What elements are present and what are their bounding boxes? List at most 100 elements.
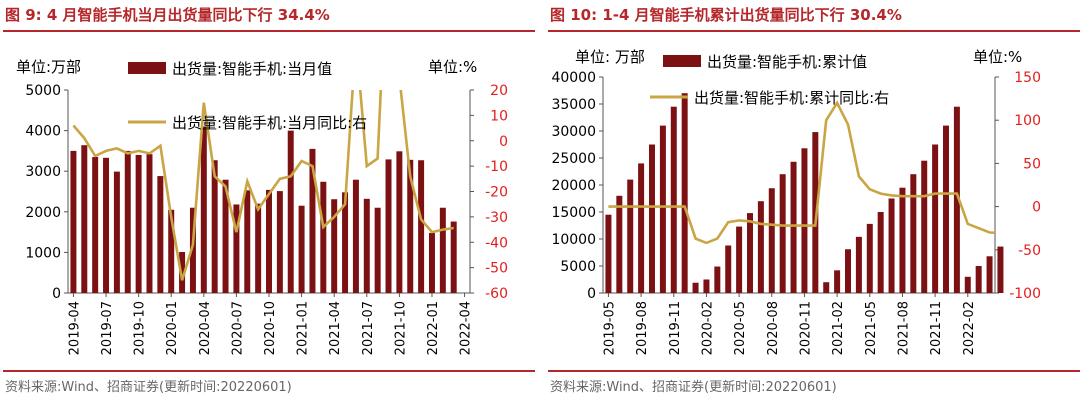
x-tick-label: 2021-02 xyxy=(831,301,846,355)
source-divider xyxy=(3,370,535,372)
legend-bar-swatch xyxy=(128,62,166,74)
bar xyxy=(997,246,1004,293)
bar xyxy=(616,195,623,293)
bar xyxy=(179,251,186,293)
chart-panel-monthly: 图 9: 4 月智能手机当月出货量同比下行 34.4% 0 1000 2000 300… xyxy=(0,0,535,403)
left-tick-label: 4000 xyxy=(25,124,61,140)
right-tick-label: 0 xyxy=(499,134,508,150)
x-tick-label: 2020-10 xyxy=(263,301,278,355)
bar xyxy=(605,214,612,293)
bar xyxy=(298,205,305,293)
bar xyxy=(189,207,196,293)
title-divider xyxy=(548,30,1080,32)
left-tick-label: 5000 xyxy=(25,83,61,99)
bar xyxy=(866,223,873,293)
bar xyxy=(747,213,753,293)
right-tick-label: -50 xyxy=(1018,243,1041,259)
right-tick-label: -60 xyxy=(485,286,508,302)
bar xyxy=(692,282,699,293)
bar xyxy=(834,270,841,293)
bar xyxy=(855,236,862,293)
right-unit-label: 单位:% xyxy=(973,48,1022,66)
source-divider xyxy=(548,370,1080,372)
right-tick-label: -30 xyxy=(485,210,508,226)
bar xyxy=(801,148,808,293)
x-tick-label: 2020-02 xyxy=(700,301,715,355)
chart-title: 图 10: 1-4 月智能手机累计出货量同比下行 30.4% xyxy=(550,6,902,24)
bar xyxy=(428,232,435,293)
bar xyxy=(703,279,710,293)
x-tick-label: 2020-08 xyxy=(766,301,781,355)
right-tick-label: -20 xyxy=(485,185,508,201)
legend-line-label: 出货量:智能手机:当月同比:右 xyxy=(172,114,367,132)
x-tick-label: 2019-05 xyxy=(602,301,617,355)
bar xyxy=(320,181,327,293)
source-note: 资料来源:Wind、招商证券(更新时间:20220601) xyxy=(5,380,292,395)
left-tick-label: 30000 xyxy=(551,124,596,140)
monthly-shipments-chart: 0 1000 2000 3000 4000 5000 20 10 0 -10 -20 -30 -40 -5… xyxy=(16,58,508,355)
x-tick-label: 2019-07 xyxy=(100,301,115,355)
bar xyxy=(757,201,764,293)
bar xyxy=(363,198,370,293)
bar xyxy=(638,163,645,293)
bar xyxy=(450,221,457,293)
bar xyxy=(779,174,786,293)
bar xyxy=(725,245,732,293)
bar xyxy=(146,154,153,293)
bar xyxy=(649,144,655,293)
left-tick-label: 15000 xyxy=(551,205,596,221)
bar xyxy=(81,145,88,293)
bar xyxy=(823,282,830,293)
x-tick-label: 2021-08 xyxy=(896,301,911,355)
bar xyxy=(418,160,425,293)
x-tick-label: 2021-04 xyxy=(328,301,343,355)
yoy-line xyxy=(72,90,454,281)
bar xyxy=(396,151,403,293)
x-tick-label: 2020-07 xyxy=(230,301,245,355)
bar xyxy=(103,157,110,293)
x-tick-label: 2020-01 xyxy=(165,301,180,355)
left-tick-label: 25000 xyxy=(551,151,596,167)
right-tick-label: -100 xyxy=(1009,286,1041,302)
title-divider xyxy=(3,30,535,32)
bar xyxy=(352,179,359,293)
bar xyxy=(113,171,120,293)
x-tick-label: 2019-08 xyxy=(635,301,650,355)
bar xyxy=(157,176,164,293)
bar xyxy=(670,106,677,293)
bar xyxy=(124,150,131,293)
bar xyxy=(342,192,349,293)
x-tick-label: 2019-04 xyxy=(67,301,82,355)
bar xyxy=(70,150,77,293)
left-tick-label: 40000 xyxy=(551,70,596,86)
x-tick-label: 2019-10 xyxy=(133,301,148,355)
bar xyxy=(921,160,928,293)
bar xyxy=(244,190,251,293)
bar xyxy=(627,179,634,293)
x-tick-label: 2022-01 xyxy=(426,301,441,355)
right-tick-label: -50 xyxy=(485,261,508,277)
bar xyxy=(714,266,721,293)
bar xyxy=(986,256,993,293)
bar xyxy=(439,207,446,293)
bar xyxy=(964,276,971,293)
bar xyxy=(877,212,884,293)
legend-line-label: 出货量:智能手机:累计同比:右 xyxy=(694,89,889,107)
right-tick-label: 0 xyxy=(1032,200,1041,216)
bar xyxy=(168,209,175,293)
bar xyxy=(736,226,743,293)
x-tick-label: 2020-05 xyxy=(733,301,748,355)
bar xyxy=(845,249,851,293)
bar xyxy=(211,160,218,293)
right-tick-label: 20 xyxy=(490,83,508,99)
bar xyxy=(910,174,917,293)
left-tick-label: 1000 xyxy=(25,245,61,261)
left-tick-label: 2000 xyxy=(25,205,61,221)
bar xyxy=(899,187,906,293)
left-tick-label: 5000 xyxy=(560,259,596,275)
right-unit-label: 单位:% xyxy=(428,58,477,76)
bar xyxy=(943,125,949,293)
bar xyxy=(135,154,142,293)
bar xyxy=(953,106,960,293)
bar xyxy=(255,203,262,293)
